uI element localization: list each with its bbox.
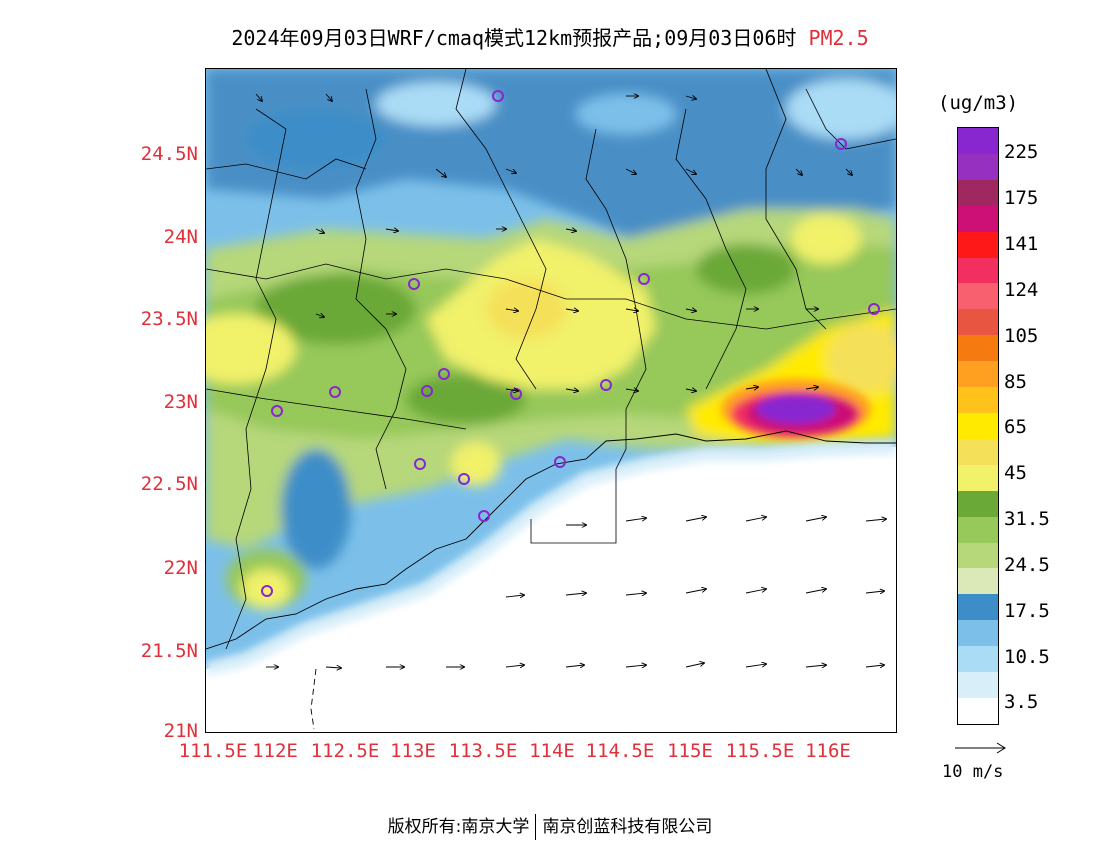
y-tick-label: 24N <box>163 226 198 248</box>
colorbar-label: 124 <box>1004 279 1039 301</box>
colorbar-label: 85 <box>1004 371 1027 393</box>
colorbar-segment <box>958 205 998 232</box>
colorbar <box>957 127 999 725</box>
colorbar-segment <box>958 542 998 569</box>
footer-separator <box>535 814 537 840</box>
colorbar-label: 141 <box>1004 233 1039 255</box>
chart-title: 2024年09月03日WRF/cmaq模式12km预报产品;09月03日06时 P… <box>0 22 1100 51</box>
x-tick-label: 113.5E <box>448 740 518 762</box>
colorbar-segment <box>958 387 998 413</box>
colorbar-segment <box>958 516 998 543</box>
colorbar-segment <box>958 283 998 310</box>
colorbar-segment <box>958 257 998 284</box>
colorbar-label: 31.5 <box>1004 508 1050 530</box>
reference-vector-arrow <box>955 742 1006 754</box>
reference-vector-label: 10 m/s <box>942 762 1004 782</box>
colorbar-segment <box>958 490 998 517</box>
colorbar-segment <box>958 438 998 465</box>
colorbar-label: 65 <box>1004 416 1027 438</box>
coastline <box>206 430 896 730</box>
colorbar-label: 45 <box>1004 462 1027 484</box>
y-tick-label: 23N <box>163 391 198 413</box>
colorbar-segment <box>958 672 998 698</box>
map-canvas <box>206 69 896 732</box>
y-tick-label: 21N <box>163 720 198 742</box>
colorbar-label: 105 <box>1004 325 1039 347</box>
colorbar-label: 3.5 <box>1004 691 1039 713</box>
footer-left: 版权所有:南京大学 <box>387 817 530 837</box>
y-tick-label: 22.5N <box>140 473 198 495</box>
x-tick-label: 115.5E <box>725 740 795 762</box>
colorbar-segment <box>958 568 998 595</box>
colorbar-label: 24.5 <box>1004 554 1050 576</box>
x-tick-label: 112E <box>252 740 298 762</box>
wind-vectors <box>255 94 886 668</box>
x-tick-label: 115E <box>667 740 713 762</box>
colorbar-segment <box>958 412 998 439</box>
title-pollutant: PM2.5 <box>808 26 869 50</box>
province-boundaries <box>206 69 896 650</box>
colorbar-segment <box>958 153 998 180</box>
copyright-footer: 版权所有:南京大学 南京创蓝科技有限公司 <box>0 812 1100 840</box>
colorbar-segment <box>958 464 998 491</box>
colorbar-segment <box>958 179 998 206</box>
colorbar-unit: (ug/m3) <box>938 92 1019 114</box>
colorbar-segment <box>958 646 998 673</box>
footer-right: 南京创蓝科技有限公司 <box>542 817 713 837</box>
x-tick-label: 114.5E <box>585 740 655 762</box>
colorbar-segment <box>958 594 998 621</box>
x-tick-label: 113E <box>390 740 436 762</box>
colorbar-segment <box>958 231 998 258</box>
x-tick-label: 116E <box>805 740 851 762</box>
concentration-field <box>206 69 896 732</box>
colorbar-segment <box>958 309 998 336</box>
colorbar-label: 225 <box>1004 141 1039 163</box>
colorbar-segment <box>958 697 998 724</box>
y-tick-label: 22N <box>163 557 198 579</box>
colorbar-segment <box>958 361 998 388</box>
title-main: 2024年09月03日WRF/cmaq模式12km预报产品;09月03日06时 <box>231 26 797 50</box>
x-tick-label: 112.5E <box>310 740 380 762</box>
map-panel <box>205 68 897 733</box>
colorbar-segment <box>958 620 998 647</box>
y-tick-label: 24.5N <box>140 143 198 165</box>
y-tick-label: 23.5N <box>140 308 198 330</box>
colorbar-label: 175 <box>1004 187 1039 209</box>
colorbar-segment <box>958 335 998 362</box>
colorbar-label: 17.5 <box>1004 600 1050 622</box>
colorbar-segment <box>958 128 998 154</box>
x-tick-label: 111.5E <box>178 740 248 762</box>
colorbar-label: 10.5 <box>1004 646 1050 668</box>
y-tick-label: 21.5N <box>140 640 198 662</box>
x-tick-label: 114E <box>529 740 575 762</box>
